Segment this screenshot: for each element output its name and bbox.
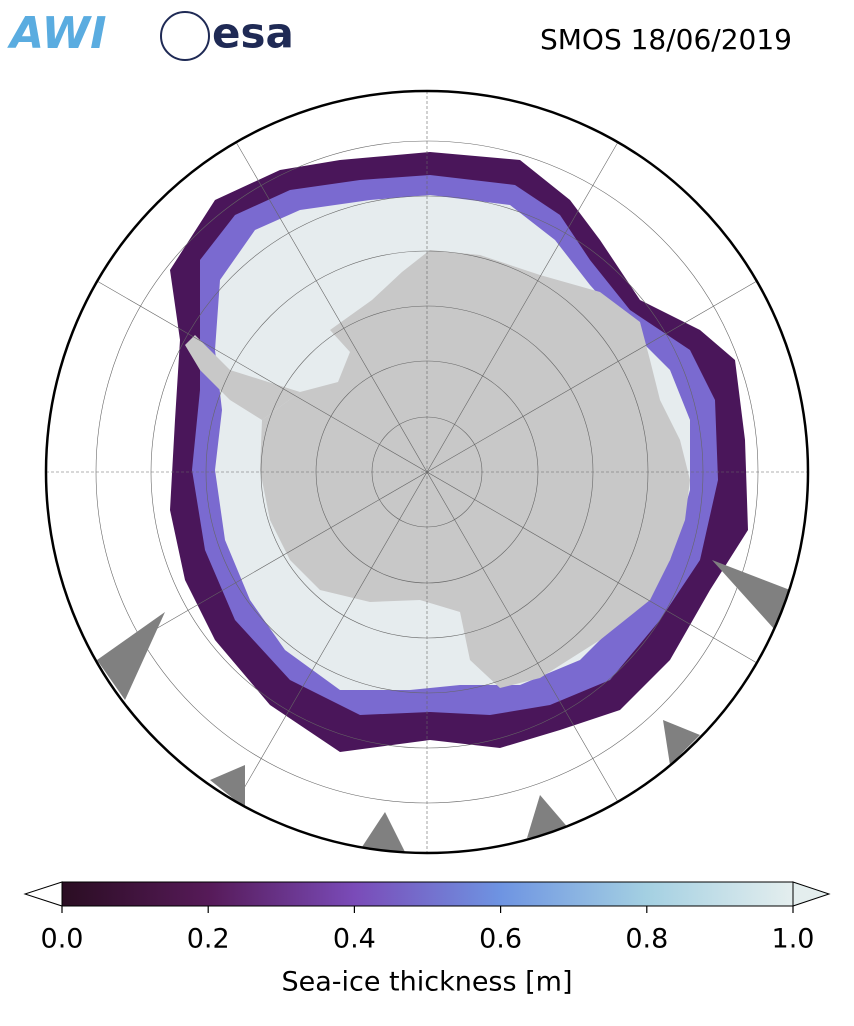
extend-low (23, 881, 63, 907)
map-title: SMOS 18/06/2019 (540, 23, 792, 56)
antarctica (260, 250, 690, 688)
esa-emblem (160, 11, 210, 61)
colorbar-body (61, 881, 794, 907)
awi-logo: AWI (7, 8, 107, 59)
masked-sectors (97, 560, 790, 852)
map (46, 91, 808, 853)
tick-label: 0.6 (479, 924, 522, 955)
tick-label: 1.0 (772, 924, 815, 955)
esa-logo: esa (212, 9, 294, 58)
graticule (46, 91, 808, 853)
colorbar-label: Sea-ice thickness [m] (281, 967, 572, 998)
tick-label: 0.2 (187, 924, 230, 955)
colorbar (23, 881, 831, 913)
tick-label: 0.0 (41, 924, 84, 955)
map-frame (44, 89, 810, 855)
extend-high (792, 881, 831, 907)
tick-label: 0.4 (333, 924, 376, 955)
tick-label: 0.8 (625, 924, 668, 955)
peninsula (185, 335, 300, 420)
